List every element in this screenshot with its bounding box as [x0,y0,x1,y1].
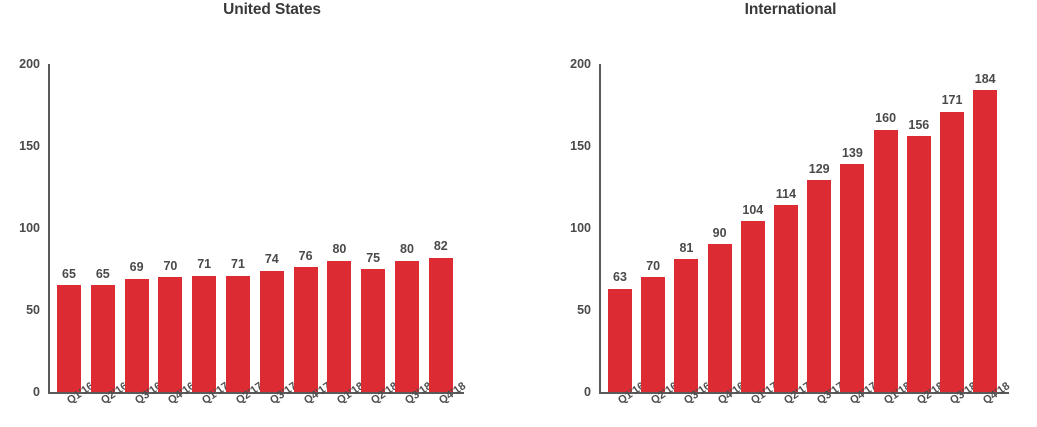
bar-series-united-states: 65 Q1'16 65 Q2'16 69 Q3'16 70 Q4'16 71 Q1'17 71 Q2'… [57,64,468,407]
bar-value-label: 171 [941,93,963,108]
bar-value-label: 75 [366,250,381,265]
bar-group[interactable]: 71 Q2'17 [226,64,265,407]
y-tick-label-international-150: 150 [570,139,591,153]
bar-value-label: 76 [298,248,313,263]
bar-group[interactable]: 74 Q3'17 [259,64,299,407]
bar-value-label: 65 [62,266,76,281]
bar-group[interactable]: 104 Q1'17 [740,64,780,407]
bar-united-states-Q117[interactable] [192,275,217,392]
bar-value-label: 184 [974,71,996,86]
bar-value-label: 104 [742,202,764,217]
bar-international-Q217[interactable] [774,205,798,392]
bar-group[interactable]: 70 Q4'16 [158,64,197,407]
bar-group[interactable]: 65 Q2'16 [90,64,130,407]
bar-group[interactable]: 80 Q1'18 [327,64,366,407]
plot-area-international: 0 50 100 150 200 63 Q1'16 70 Q2'16 81 Q3'16 90 Q4'1… [570,57,1012,407]
bar-group[interactable]: 69 Q3'16 [124,64,164,407]
bar-group[interactable]: 70 Q2'16 [641,64,680,407]
bar-international-Q118[interactable] [873,129,898,392]
y-axis-line-united-states [48,64,50,392]
bar-group[interactable]: 114 Q2'17 [774,64,813,407]
y-tick-label-international-50: 50 [577,303,591,317]
bar-value-label: 70 [163,258,178,273]
bar-united-states-Q216[interactable] [90,285,115,392]
bar-group[interactable]: 80 Q3'18 [395,64,434,407]
bar-international-Q116[interactable] [608,288,632,392]
bar-group[interactable]: 75 Q2'18 [361,64,400,407]
bar-group[interactable]: 184 Q4'18 [973,64,1012,407]
bar-value-label: 71 [197,257,212,272]
bar-international-Q216[interactable] [641,277,666,392]
bar-group[interactable]: 76 Q4'17 [293,64,333,407]
bar-value-label: 74 [264,252,279,267]
plot-area-united-states: 0 50 100 150 200 65 Q1'16 65 Q2'16 69 Q3'16 70 Q4'1… [19,57,468,407]
chart-panel-united-states: United States 0 50 100 150 200 65 Q1'16 65 Q2'1… [19,1,468,407]
y-tick-label-united-states-200: 200 [19,57,40,71]
chart-panel-international: International 0 50 100 150 200 63 Q1'16 70 Q2'1… [520,0,1037,427]
y-tick-label-united-states-50: 50 [26,303,40,317]
x-axis-line-united-states [48,392,464,394]
x-axis-line-international [599,392,1009,394]
bar-value-label: 80 [332,242,347,257]
bar-group[interactable]: 139 Q4'17 [840,64,879,407]
bar-value-label: 82 [433,239,448,254]
bar-international-Q418[interactable] [973,90,998,392]
chart-title-united-states: United States [223,1,321,18]
bar-group[interactable]: 71 Q1'17 [192,64,231,407]
bar-international-Q416[interactable] [707,244,732,392]
bar-value-label: 69 [129,260,144,275]
bar-international-Q316[interactable] [674,259,699,392]
y-tick-label-international-200: 200 [570,57,591,71]
bar-value-label: 156 [908,117,930,132]
bar-united-states-Q116[interactable] [57,285,81,392]
bar-group[interactable]: 81 Q3'16 [674,64,713,407]
chart-title-international: International [744,1,837,18]
bar-united-states-Q317[interactable] [259,270,284,392]
y-tick-label-international-100: 100 [570,221,591,235]
bar-value-label: 160 [875,111,897,126]
bar-group[interactable]: 129 Q3'17 [807,64,846,407]
bar-value-label: 129 [808,161,830,176]
bar-group[interactable]: 63 Q1'16 [608,64,647,407]
bar-value-label: 114 [775,186,797,201]
bar-group[interactable]: 82 Q4'18 [428,64,468,407]
bar-group[interactable]: 156 Q2'18 [906,64,946,407]
y-tick-label-united-states-100: 100 [19,221,40,235]
bar-united-states-Q118[interactable] [327,260,352,392]
bar-value-label: 71 [231,257,245,272]
y-tick-label-united-states-150: 150 [19,139,40,153]
y-axis-line-international [599,64,601,392]
y-tick-label-united-states-0: 0 [33,385,40,399]
bar-value-label: 139 [841,145,863,160]
bar-group[interactable]: 90 Q4'16 [707,64,747,407]
bar-united-states-Q318[interactable] [395,260,419,392]
bar-united-states-Q218[interactable] [361,269,386,392]
bar-united-states-Q416[interactable] [158,277,183,392]
bar-series-international: 63 Q1'16 70 Q2'16 81 Q3'16 90 Q4'16 104 Q1'17 114 Q… [608,64,1012,407]
bar-value-label: 80 [400,242,414,257]
bar-international-Q318[interactable] [940,111,964,392]
y-tick-label-international-0: 0 [584,385,591,399]
bar-united-states-Q217[interactable] [226,275,250,392]
bar-group[interactable]: 171 Q3'18 [940,64,979,407]
bar-international-Q417[interactable] [840,164,865,392]
bar-group[interactable]: 65 Q1'16 [57,64,96,407]
bar-international-Q317[interactable] [807,180,832,392]
bar-united-states-Q316[interactable] [124,278,149,392]
bar-value-label: 65 [95,266,110,281]
bar-value-label: 90 [712,225,727,240]
bar-united-states-Q417[interactable] [293,267,318,392]
bar-value-label: 81 [679,240,694,255]
bar-value-label: 70 [646,258,661,273]
bar-international-Q218[interactable] [906,136,931,392]
bar-united-states-Q418[interactable] [428,257,453,392]
bar-value-label: 63 [613,270,627,285]
bar-international-Q117[interactable] [740,221,765,392]
bar-group[interactable]: 160 Q1'18 [873,64,913,407]
